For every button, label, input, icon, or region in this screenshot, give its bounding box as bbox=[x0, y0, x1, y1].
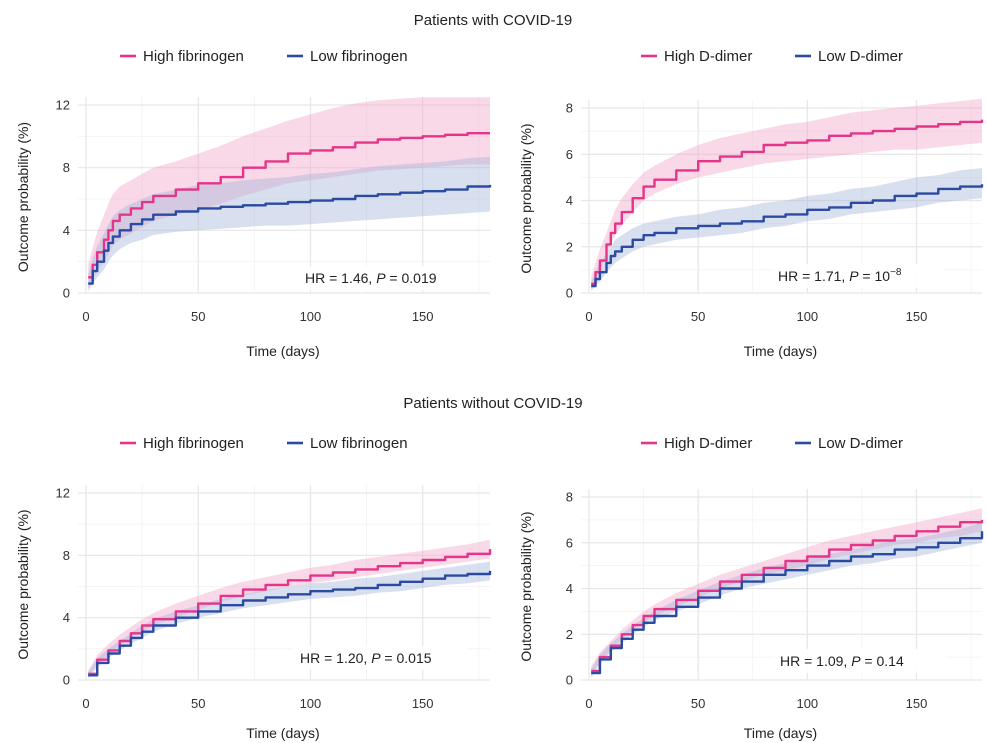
y-tick-label: 8 bbox=[566, 490, 573, 505]
y-tick-label: 8 bbox=[63, 160, 70, 175]
legend-label-low: Low fibrinogen bbox=[310, 435, 408, 452]
legend-label-low: Low fibrinogen bbox=[310, 48, 408, 65]
y-tick-label: 4 bbox=[63, 610, 70, 625]
x-tick-label: 50 bbox=[691, 696, 705, 711]
y-tick-label: 4 bbox=[566, 193, 573, 208]
section-title-with-covid: Patients with COVID-19 bbox=[414, 12, 572, 29]
y-tick-label: 0 bbox=[63, 286, 70, 301]
y-tick-label: 8 bbox=[566, 101, 573, 116]
y-axis-title: Outcome probability (%) bbox=[15, 122, 31, 272]
hr-annotation: HR = 1.20, P = 0.015 bbox=[300, 650, 432, 666]
y-axis-title: Outcome probability (%) bbox=[518, 123, 534, 273]
x-tick-label: 50 bbox=[191, 309, 205, 324]
x-axis-title: Time (days) bbox=[744, 725, 817, 741]
y-axis-title: Outcome probability (%) bbox=[518, 511, 534, 661]
legend-label-low: Low D-dimer bbox=[818, 435, 903, 452]
x-tick-label: 100 bbox=[796, 309, 818, 324]
y-tick-label: 4 bbox=[63, 223, 70, 238]
hr-annotation: HR = 1.09, P = 0.14 bbox=[780, 653, 904, 669]
hr-annotation: HR = 1.46, P = 0.019 bbox=[305, 270, 437, 286]
legend-label-high: High D-dimer bbox=[664, 48, 752, 65]
x-tick-label: 50 bbox=[691, 309, 705, 324]
y-tick-label: 2 bbox=[566, 627, 573, 642]
y-tick-label: 0 bbox=[566, 673, 573, 688]
x-tick-label: 0 bbox=[82, 696, 89, 711]
x-tick-label: 150 bbox=[412, 309, 434, 324]
x-tick-label: 0 bbox=[585, 309, 592, 324]
chart-panel-1: 0 50 100 150 0 4 8 12 High fibrinogen Low fibrino… bbox=[15, 48, 490, 359]
hr-text: HR = 1.46, bbox=[305, 270, 376, 286]
chart-panel-2: 0 50 100 150 0 2 4 6 8 High D-dimer Low D-dimer Tim… bbox=[518, 48, 982, 359]
hr-text: HR = 1.20, bbox=[300, 650, 371, 666]
x-axis-title: Time (days) bbox=[744, 343, 817, 359]
y-tick-label: 6 bbox=[566, 535, 573, 550]
y-tick-label: 4 bbox=[566, 581, 573, 596]
y-tick-label: 0 bbox=[566, 286, 573, 301]
legend-label-high: High fibrinogen bbox=[143, 435, 244, 452]
hr-annotation: HR = 1.71, P = 10−8 bbox=[778, 267, 902, 284]
x-tick-label: 100 bbox=[796, 696, 818, 711]
x-tick-label: 50 bbox=[191, 696, 205, 711]
x-axis-title: Time (days) bbox=[246, 725, 319, 741]
legend-label-low: Low D-dimer bbox=[818, 48, 903, 65]
y-tick-label: 2 bbox=[566, 239, 573, 254]
hr-text: HR = 1.71, bbox=[778, 268, 849, 284]
x-tick-label: 0 bbox=[82, 309, 89, 324]
x-axis-title: Time (days) bbox=[246, 343, 319, 359]
y-tick-label: 12 bbox=[56, 98, 70, 113]
y-tick-label: 0 bbox=[63, 673, 70, 688]
p-value: = 0.019 bbox=[386, 270, 437, 286]
section-title-without-covid: Patients without COVID-19 bbox=[403, 395, 582, 412]
p-value: = 10 bbox=[859, 268, 891, 284]
x-tick-label: 100 bbox=[300, 696, 322, 711]
legend-label-high: High fibrinogen bbox=[143, 48, 244, 65]
x-tick-label: 100 bbox=[300, 309, 322, 324]
p-value: = 0.14 bbox=[861, 653, 904, 669]
chart-panel-3: 0 50 100 150 0 4 8 12 High fibrinogen Low fibrino… bbox=[15, 435, 490, 741]
y-tick-label: 8 bbox=[63, 548, 70, 563]
p-value: = 0.015 bbox=[381, 650, 432, 666]
p-exponent: −8 bbox=[890, 267, 902, 278]
hr-text: HR = 1.09, bbox=[780, 653, 851, 669]
y-tick-label: 6 bbox=[566, 147, 573, 162]
legend-label-high: High D-dimer bbox=[664, 435, 752, 452]
y-tick-label: 12 bbox=[56, 486, 70, 501]
x-tick-label: 150 bbox=[906, 309, 928, 324]
y-axis-title: Outcome probability (%) bbox=[15, 509, 31, 659]
x-tick-label: 150 bbox=[412, 696, 434, 711]
chart-panel-4: 0 50 100 150 0 2 4 6 8 High D-dimer Low D-dimer Tim… bbox=[518, 435, 982, 741]
x-tick-label: 150 bbox=[906, 696, 928, 711]
x-tick-label: 0 bbox=[585, 696, 592, 711]
